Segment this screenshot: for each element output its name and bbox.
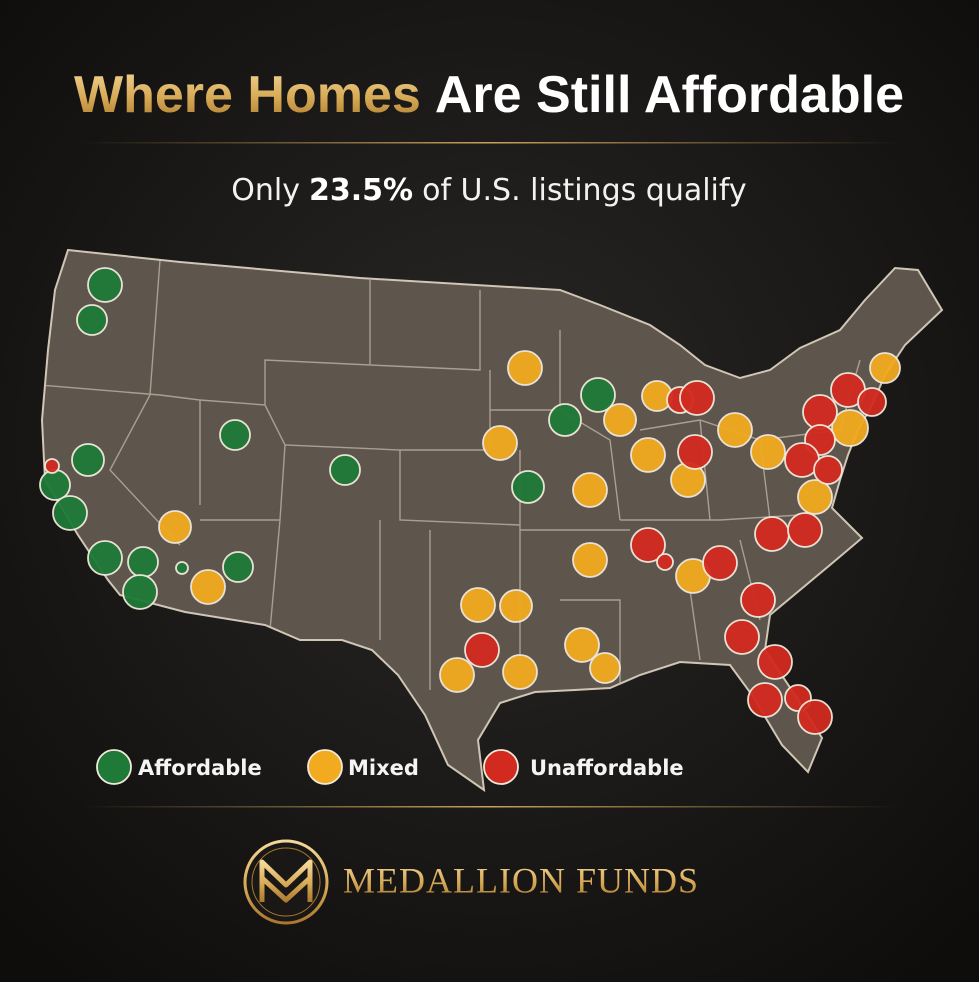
- city-marker: [175, 561, 189, 575]
- city-marker: [190, 569, 226, 605]
- city-marker: [329, 454, 361, 486]
- city-marker: [589, 652, 621, 684]
- legend-swatch: [483, 749, 519, 785]
- city-marker: [76, 304, 108, 336]
- title-highlight: Where Homes: [74, 66, 421, 124]
- city-marker: [717, 412, 753, 448]
- legend-label: Affordable: [138, 756, 262, 780]
- title: Where Homes Are Still Affordable: [74, 66, 904, 124]
- city-marker: [580, 377, 616, 413]
- city-marker: [127, 546, 159, 578]
- subtitle-highlight: 23.5%: [309, 173, 413, 208]
- city-marker: [464, 632, 500, 668]
- city-marker: [44, 458, 60, 474]
- city-marker: [219, 419, 251, 451]
- city-marker: [656, 553, 674, 571]
- city-markers: [39, 267, 901, 735]
- divider: [80, 806, 900, 808]
- subtitle: Only 23.5% of U.S. listings qualify: [231, 173, 746, 208]
- city-marker: [222, 551, 254, 583]
- city-marker: [460, 587, 496, 623]
- city-marker: [511, 470, 545, 504]
- city-marker: [439, 657, 475, 693]
- legend-swatch: [307, 749, 343, 785]
- city-marker: [747, 682, 783, 718]
- legend: Affordable Mixed Unaffordable: [96, 749, 684, 785]
- legend-swatch: [96, 749, 132, 785]
- city-marker: [869, 352, 901, 384]
- brand-logo: [243, 839, 329, 925]
- city-marker: [39, 469, 71, 501]
- city-marker: [679, 380, 715, 416]
- city-marker: [813, 455, 843, 485]
- subtitle-after: of U.S. listings qualify: [422, 173, 747, 208]
- city-marker: [677, 434, 713, 470]
- city-marker: [797, 699, 833, 735]
- city-marker: [548, 403, 582, 437]
- city-marker: [630, 437, 666, 473]
- city-marker: [482, 425, 518, 461]
- subtitle-before: Only: [231, 173, 300, 208]
- city-marker: [702, 545, 738, 581]
- city-marker: [857, 387, 887, 417]
- city-marker: [507, 350, 543, 386]
- city-marker: [630, 527, 666, 563]
- brand-name: MEDALLION FUNDS: [343, 860, 699, 900]
- city-marker: [87, 267, 123, 303]
- city-marker: [750, 434, 786, 470]
- city-marker: [787, 512, 823, 548]
- city-marker: [122, 574, 158, 610]
- city-marker: [158, 510, 192, 544]
- city-marker: [52, 495, 88, 531]
- legend-label: Mixed: [348, 756, 419, 780]
- city-marker: [564, 627, 600, 663]
- city-marker: [740, 582, 776, 618]
- city-marker: [572, 542, 608, 578]
- city-marker: [724, 619, 760, 655]
- city-marker: [499, 589, 533, 623]
- city-marker: [502, 654, 538, 690]
- city-marker: [572, 472, 608, 508]
- city-marker: [87, 540, 123, 576]
- legend-label: Unaffordable: [530, 756, 684, 780]
- city-marker: [603, 403, 637, 437]
- city-marker: [831, 409, 869, 447]
- city-marker: [797, 479, 833, 515]
- city-marker: [757, 644, 793, 680]
- city-marker: [754, 516, 790, 552]
- city-marker: [71, 443, 105, 477]
- divider: [80, 142, 900, 144]
- city-marker: [802, 394, 838, 430]
- title-rest: Are Still Affordable: [435, 66, 904, 124]
